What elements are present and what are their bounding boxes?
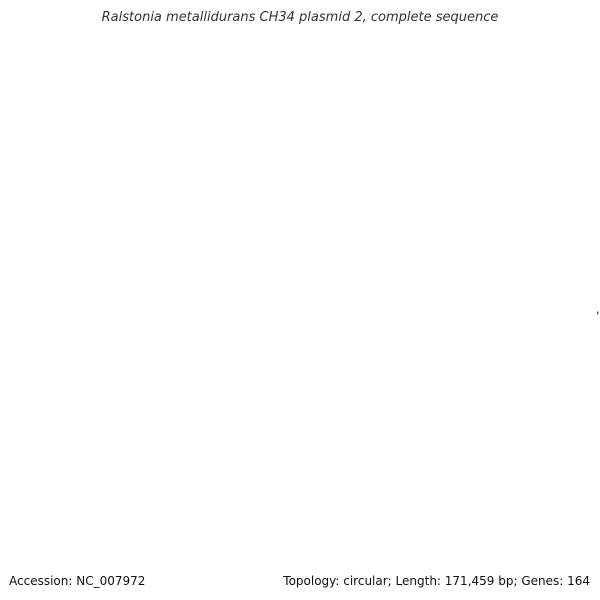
outer-tick-ring — [596, 311, 599, 315]
accession-text: Accession: NC_007972 — [9, 574, 146, 588]
topology-summary: Topology: circular; Length: 171,459 bp; … — [283, 574, 590, 588]
map-title: Ralstonia metallidurans CH34 plasmid 2, … — [101, 10, 499, 25]
